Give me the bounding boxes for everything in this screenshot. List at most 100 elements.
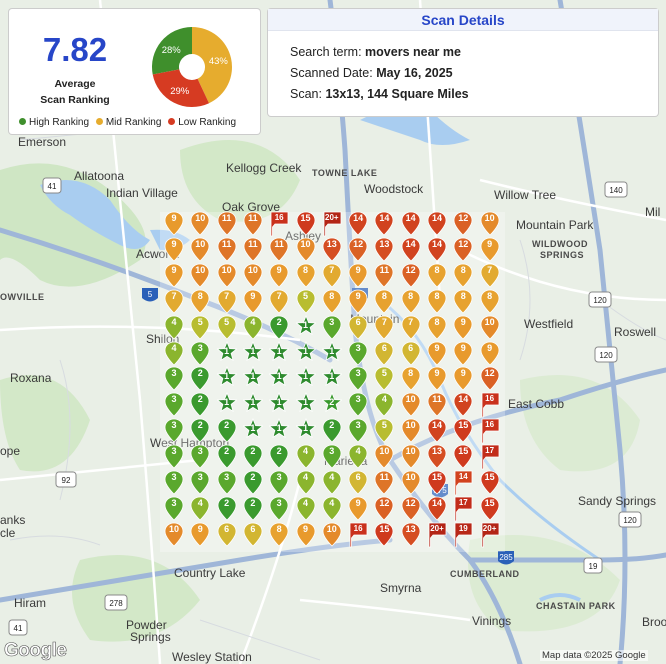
rank-pin[interactable]: 9	[427, 366, 447, 392]
rank-pin[interactable]: 4	[164, 341, 184, 367]
rank-flag-pin[interactable]: 16	[480, 418, 500, 444]
rank-pin[interactable]: 5	[296, 289, 316, 315]
rank-pin[interactable]: 3	[190, 444, 210, 470]
rank-pin[interactable]: 11	[217, 237, 237, 263]
rank-pin[interactable]: 15	[374, 522, 394, 548]
rank-star-pin[interactable]: 1	[216, 392, 237, 418]
rank-flag-pin[interactable]: 16	[348, 522, 368, 548]
rank-pin[interactable]: 2	[190, 366, 210, 392]
rank-star-pin[interactable]: 1	[242, 392, 263, 418]
rank-pin[interactable]: 2	[243, 496, 263, 522]
rank-pin[interactable]: 4	[296, 496, 316, 522]
rank-pin[interactable]: 14	[401, 237, 421, 263]
rank-pin[interactable]: 8	[190, 289, 210, 315]
rank-star-pin[interactable]: 1	[295, 418, 316, 444]
rank-flag-pin[interactable]: 20+	[480, 522, 500, 548]
rank-pin[interactable]: 4	[243, 315, 263, 341]
rank-pin[interactable]: 6	[348, 315, 368, 341]
rank-pin[interactable]: 10	[164, 522, 184, 548]
rank-pin[interactable]: 9	[164, 263, 184, 289]
rank-pin[interactable]: 10	[480, 315, 500, 341]
rank-pin[interactable]: 3	[348, 392, 368, 418]
rank-pin[interactable]: 8	[322, 289, 342, 315]
rank-pin[interactable]: 7	[164, 289, 184, 315]
rank-pin[interactable]: 3	[348, 341, 368, 367]
rank-pin[interactable]: 15	[480, 496, 500, 522]
rank-pin[interactable]: 9	[164, 211, 184, 237]
rank-pin[interactable]: 8	[269, 522, 289, 548]
rank-pin[interactable]: 9	[453, 341, 473, 367]
rank-pin[interactable]: 8	[427, 289, 447, 315]
rank-pin[interactable]: 13	[427, 444, 447, 470]
rank-pin[interactable]: 4	[322, 496, 342, 522]
rank-pin[interactable]: 8	[427, 263, 447, 289]
rank-pin[interactable]: 9	[348, 496, 368, 522]
rank-pin[interactable]: 2	[243, 470, 263, 496]
rank-pin[interactable]: 2	[190, 418, 210, 444]
rank-pin[interactable]: 9	[427, 341, 447, 367]
rank-pin[interactable]: 9	[296, 522, 316, 548]
rank-pin[interactable]: 2	[217, 444, 237, 470]
rank-pin[interactable]: 4	[190, 496, 210, 522]
rank-pin[interactable]: 8	[427, 315, 447, 341]
rank-pin[interactable]: 13	[374, 237, 394, 263]
rank-pin[interactable]: 15	[453, 418, 473, 444]
rank-star-pin[interactable]: 1	[242, 340, 263, 367]
rank-pin[interactable]: 9	[480, 341, 500, 367]
rank-pin[interactable]: 5	[374, 366, 394, 392]
rank-pin[interactable]: 15	[480, 470, 500, 496]
rank-pin[interactable]: 12	[480, 366, 500, 392]
rank-pin[interactable]: 7	[401, 315, 421, 341]
rank-pin[interactable]: 9	[164, 237, 184, 263]
rank-pin[interactable]: 3	[164, 470, 184, 496]
rank-star-pin[interactable]: 1	[321, 340, 342, 367]
rank-pin[interactable]: 10	[217, 263, 237, 289]
rank-pin[interactable]: 5	[217, 315, 237, 341]
rank-pin[interactable]: 2	[269, 315, 289, 341]
rank-star-pin[interactable]: 1	[321, 366, 342, 392]
rank-pin[interactable]: 7	[217, 289, 237, 315]
rank-pin[interactable]: 7	[374, 315, 394, 341]
rank-pin[interactable]: 6	[243, 522, 263, 548]
rank-pin[interactable]: 6	[348, 470, 368, 496]
rank-pin[interactable]: 4	[374, 392, 394, 418]
rank-pin[interactable]: 3	[348, 418, 368, 444]
rank-pin[interactable]: 10	[190, 263, 210, 289]
rank-pin[interactable]: 10	[401, 470, 421, 496]
rank-pin[interactable]: 12	[453, 237, 473, 263]
rank-star-pin[interactable]: 1	[295, 366, 316, 392]
rank-star-pin[interactable]: 1	[295, 314, 316, 341]
rank-pin[interactable]: 11	[243, 237, 263, 263]
rank-pin[interactable]: 9	[348, 289, 368, 315]
rank-star-pin[interactable]: 1	[242, 366, 263, 392]
rank-pin[interactable]: 13	[322, 237, 342, 263]
rank-pin[interactable]: 8	[480, 289, 500, 315]
rank-pin[interactable]: 9	[480, 237, 500, 263]
rank-pin[interactable]: 2	[243, 444, 263, 470]
rank-pin[interactable]: 7	[322, 263, 342, 289]
rank-pin[interactable]: 11	[217, 211, 237, 237]
rank-pin[interactable]: 2	[217, 418, 237, 444]
rank-pin[interactable]: 4	[296, 470, 316, 496]
rank-pin[interactable]: 11	[427, 392, 447, 418]
rank-pin[interactable]: 10	[401, 444, 421, 470]
rank-pin[interactable]: 9	[269, 263, 289, 289]
rank-pin[interactable]: 4	[296, 444, 316, 470]
rank-pin[interactable]: 10	[296, 237, 316, 263]
rank-flag-pin[interactable]: 20+	[322, 211, 342, 237]
rank-pin[interactable]: 15	[427, 470, 447, 496]
rank-pin[interactable]: 2	[190, 392, 210, 418]
rank-flag-pin[interactable]: 17	[453, 496, 473, 522]
rank-flag-pin[interactable]: 19	[453, 522, 473, 548]
rank-pin[interactable]: 3	[164, 418, 184, 444]
rank-star-pin[interactable]: 1	[269, 340, 290, 367]
rank-pin[interactable]: 15	[453, 444, 473, 470]
rank-pin[interactable]: 11	[269, 237, 289, 263]
rank-pin[interactable]: 4	[164, 315, 184, 341]
rank-pin[interactable]: 3	[164, 496, 184, 522]
rank-pin[interactable]: 3	[164, 392, 184, 418]
rank-pin[interactable]: 8	[401, 366, 421, 392]
rank-pin[interactable]: 9	[243, 289, 263, 315]
rank-pin[interactable]: 12	[401, 496, 421, 522]
rank-pin[interactable]: 4	[348, 444, 368, 470]
